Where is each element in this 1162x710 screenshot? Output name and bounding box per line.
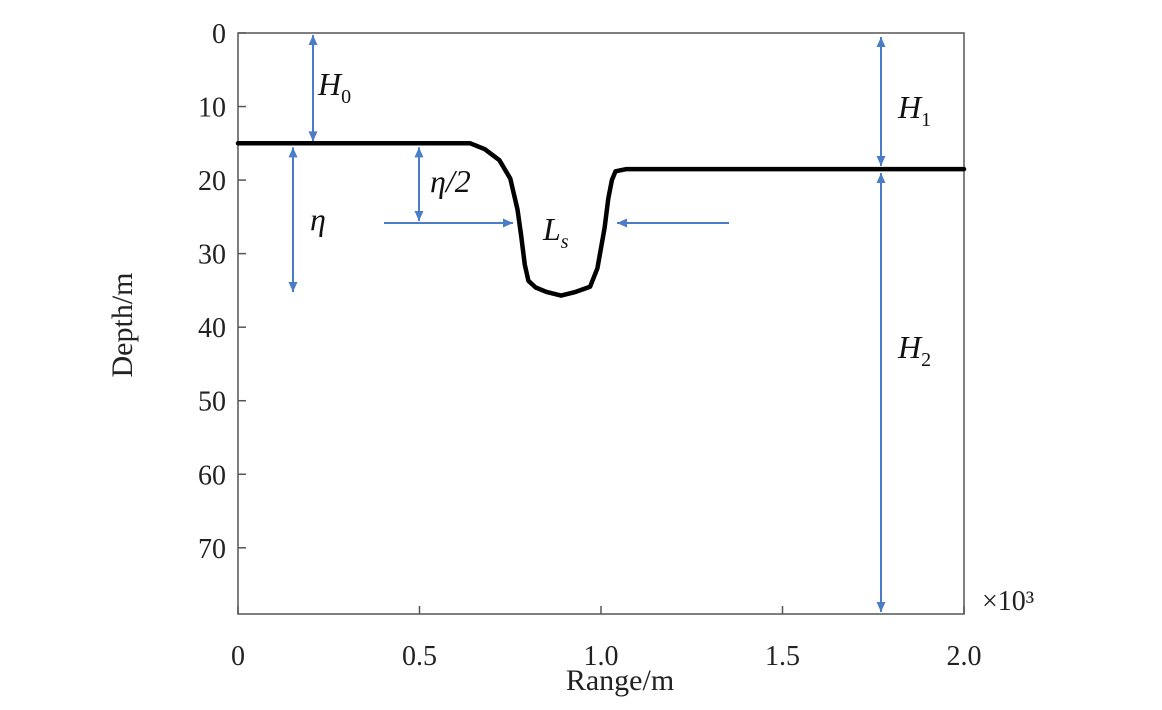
x-tick-label: 1.0 [584, 641, 619, 672]
annotation-eta-half: η/2 [430, 163, 471, 199]
x-tick-label: 0.5 [402, 641, 437, 672]
eta-half-arrow [414, 147, 424, 221]
y-tick-label: 10 [198, 93, 226, 124]
interface-line-series [235, 141, 967, 298]
y-axis-title: Depth/m [106, 273, 139, 378]
ls-left-arrow [384, 218, 513, 228]
x-tick-label: 2.0 [947, 641, 982, 672]
annotation-ls: Ls [542, 211, 569, 253]
y-tick-label: 60 [198, 460, 226, 491]
ls-right-arrow [617, 218, 729, 228]
plot-frame [237, 32, 965, 615]
annotation-h2: H2 [897, 329, 931, 371]
annotation-h1: H1 [897, 89, 931, 131]
y-tick-label: 70 [198, 534, 226, 565]
x-tick-label: 1.5 [765, 641, 800, 672]
h0-arrow [308, 35, 318, 142]
h2-arrow [876, 173, 886, 612]
annotation-eta: η [310, 201, 326, 237]
annotation-h0: H0 [317, 66, 351, 108]
eta-arrow [288, 147, 298, 292]
x-axis-title: Range/m [566, 664, 674, 697]
y-tick-label: 50 [198, 387, 226, 418]
axis-tick-labels: 0 0.5 1.0 1.5 2.0 0 10 20 30 40 50 60 70 [198, 19, 982, 672]
y-tick-label: 30 [198, 240, 226, 271]
x-axis-multiplier: ×10³ [982, 586, 1034, 617]
h1-arrow [876, 37, 886, 167]
y-tick-label: 0 [212, 19, 226, 50]
y-tick-label: 40 [198, 313, 226, 344]
annotation-arrows [288, 35, 886, 612]
y-tick-label: 20 [198, 166, 226, 197]
axis-ticks [237, 32, 965, 614]
x-tick-label: 0 [231, 641, 245, 672]
